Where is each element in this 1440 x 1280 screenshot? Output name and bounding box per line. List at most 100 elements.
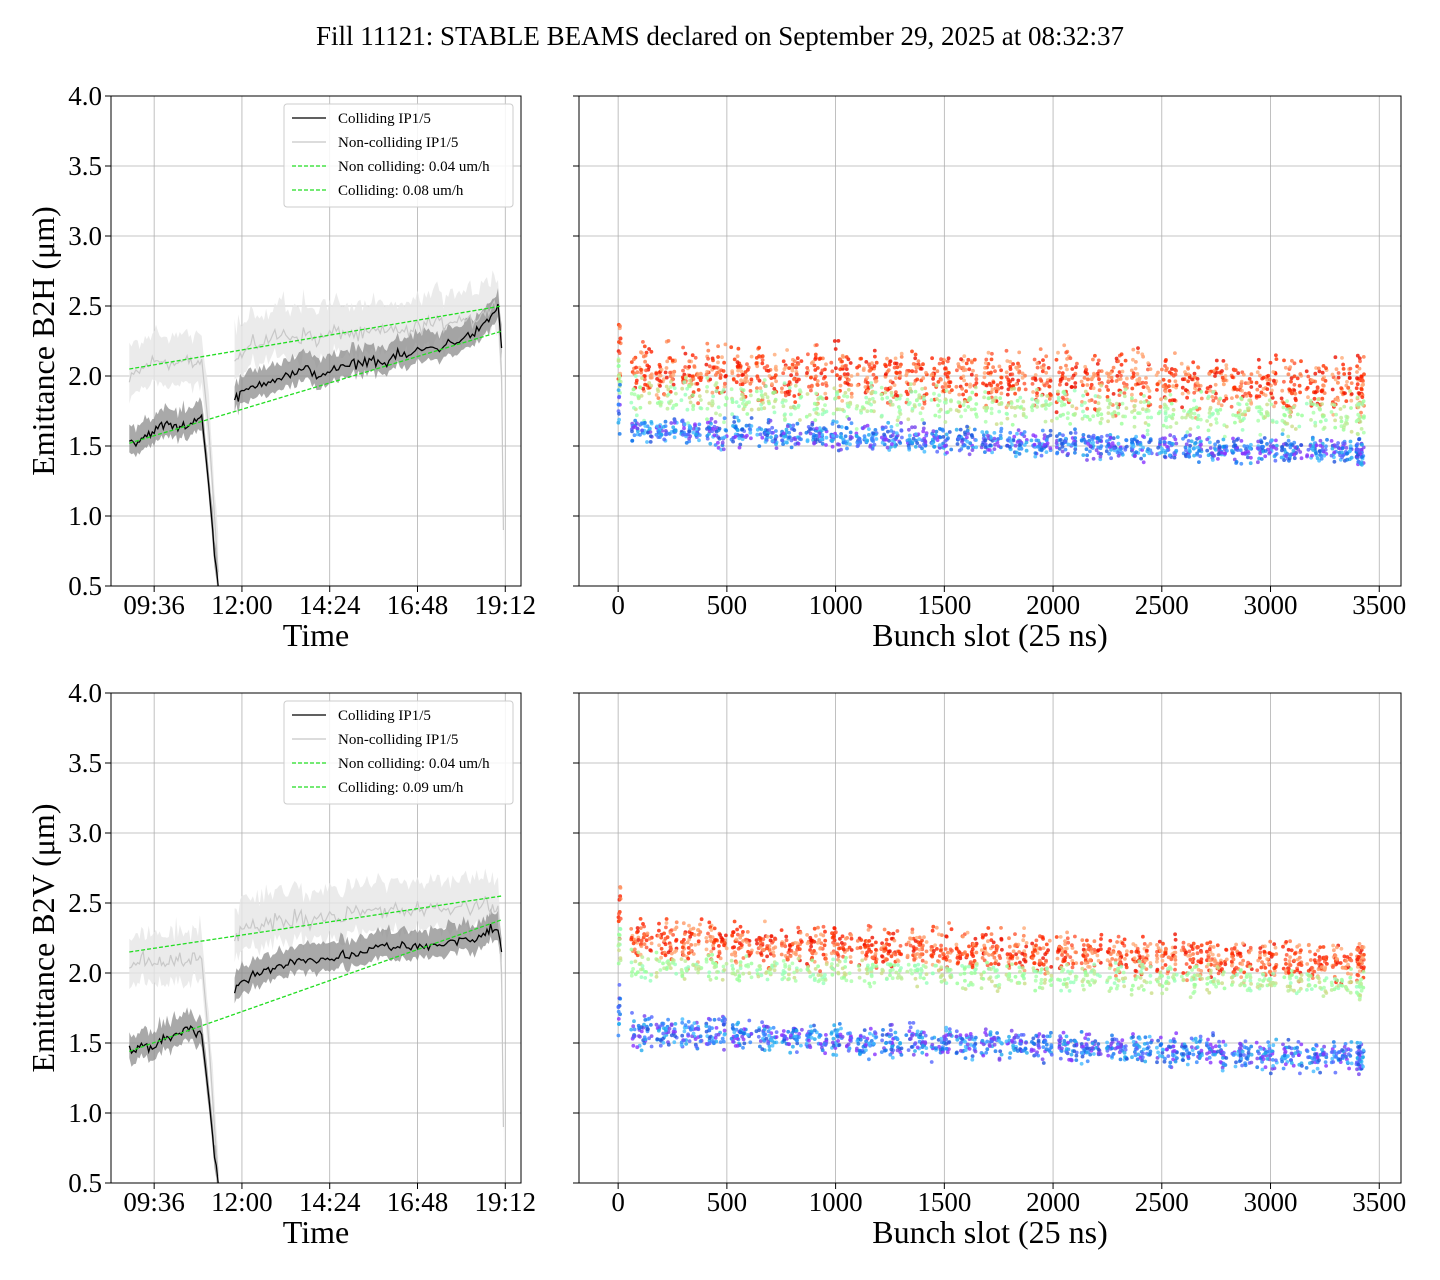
data-point (736, 368, 740, 373)
data-point (770, 439, 775, 443)
data-point (1263, 415, 1267, 419)
data-point (709, 928, 714, 932)
data-point (944, 1025, 949, 1030)
data-point (809, 361, 814, 365)
data-point (710, 426, 715, 431)
data-point (723, 1017, 727, 1022)
data-point (895, 976, 900, 980)
data-point (1239, 439, 1244, 443)
data-point (990, 952, 995, 957)
data-point (914, 364, 919, 369)
data-point (972, 427, 977, 432)
data-point (983, 390, 987, 394)
data-point (910, 1033, 914, 1038)
data-point (682, 932, 687, 936)
data-point (822, 943, 827, 948)
data-point (936, 959, 940, 963)
data-point (772, 410, 777, 415)
data-point (657, 933, 661, 938)
data-point (724, 933, 728, 938)
data-point (1033, 378, 1038, 382)
data-point (1282, 358, 1286, 363)
data-point (912, 382, 916, 386)
data-point (957, 950, 962, 955)
data-point (939, 357, 943, 362)
data-point (821, 981, 826, 986)
data-point (1081, 393, 1085, 398)
data-point (799, 1043, 803, 1048)
data-point (1118, 390, 1123, 395)
data-point (691, 377, 696, 381)
data-point (717, 1017, 721, 1022)
data-point (989, 357, 994, 362)
data-point (895, 423, 900, 427)
data-point (692, 1021, 697, 1025)
data-point (943, 947, 948, 951)
data-point (890, 967, 895, 972)
data-point (995, 944, 1000, 949)
data-point (662, 931, 666, 936)
data-point (871, 372, 876, 377)
data-point (1282, 401, 1286, 406)
data-point (1224, 363, 1229, 368)
data-point (845, 404, 850, 408)
data-point (1257, 446, 1261, 451)
data-point (1064, 350, 1069, 355)
data-point (1208, 440, 1212, 445)
data-point (1207, 372, 1212, 376)
data-point (967, 367, 972, 372)
data-point (698, 1034, 703, 1039)
data-point (879, 392, 884, 397)
data-point (1159, 397, 1163, 402)
y-tick-label: 4.0 (68, 678, 102, 708)
data-point (844, 367, 849, 371)
data-point (691, 952, 696, 956)
data-point (1131, 374, 1136, 379)
data-point (983, 445, 988, 450)
data-point (860, 950, 865, 955)
data-point (791, 1044, 795, 1049)
data-point (812, 363, 817, 368)
data-point (1142, 394, 1146, 398)
data-point (1167, 379, 1172, 383)
data-point (917, 947, 922, 952)
data-point (648, 948, 653, 952)
series-line-noncolliding (128, 949, 219, 1177)
data-point (691, 926, 696, 931)
data-point (691, 393, 695, 398)
data-point (664, 366, 669, 370)
data-point (888, 399, 893, 404)
data-point (873, 390, 878, 395)
data-point (1056, 350, 1060, 355)
series-band-noncolliding (234, 270, 504, 556)
data-point (1042, 383, 1047, 388)
data-point (1145, 432, 1150, 437)
data-point (791, 941, 795, 946)
data-point (723, 342, 728, 347)
data-point (809, 388, 813, 393)
data-point (706, 974, 711, 979)
data-point (944, 385, 949, 389)
data-point (755, 427, 760, 432)
data-point (796, 403, 801, 408)
data-point (939, 933, 944, 937)
data-point (1249, 455, 1253, 460)
data-point (989, 932, 994, 936)
data-point (1162, 454, 1167, 459)
data-point (1357, 437, 1362, 442)
data-point (790, 362, 795, 367)
data-point (643, 424, 648, 428)
data-point (672, 403, 676, 408)
data-point (707, 364, 712, 369)
series-line-colliding (128, 1024, 219, 1183)
data-point (1098, 421, 1103, 426)
data-point (812, 407, 817, 412)
data-point (992, 436, 997, 441)
data-point (671, 933, 675, 937)
data-point (836, 970, 841, 975)
data-point (668, 945, 673, 950)
data-point (1195, 452, 1200, 457)
data-point (1060, 449, 1065, 454)
data-point (1254, 380, 1259, 385)
data-point (980, 935, 985, 940)
